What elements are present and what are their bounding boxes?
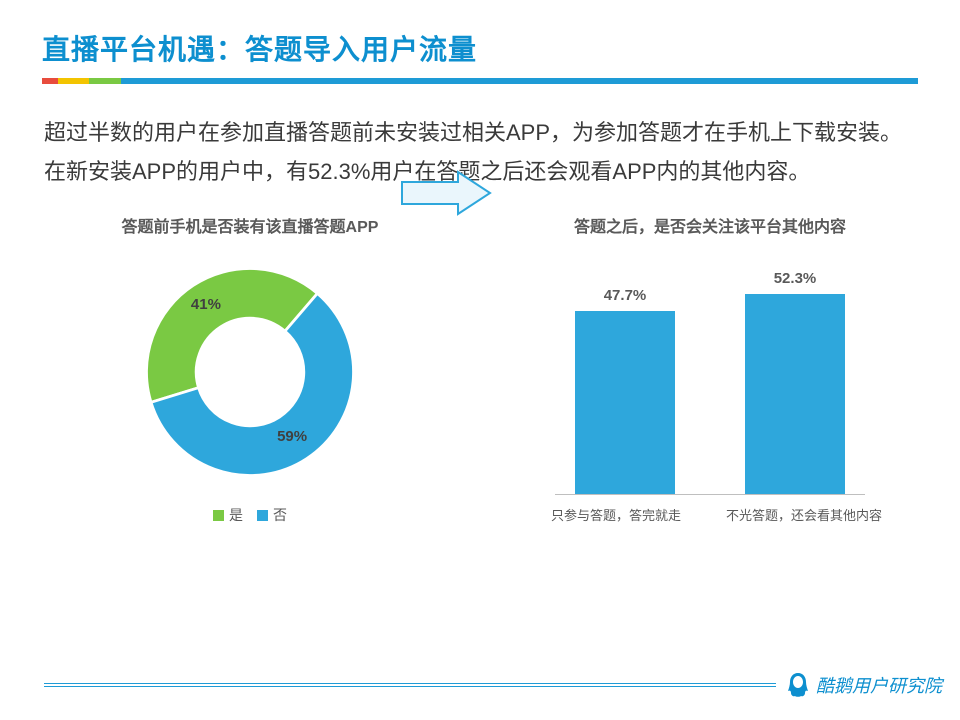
bar	[745, 294, 845, 494]
arrow-icon	[400, 170, 492, 216]
title-underline	[42, 78, 918, 84]
footer: 酷鹅用户研究院	[44, 672, 942, 698]
arrow-path	[402, 172, 490, 214]
header: 直播平台机遇：答题导入用户流量	[0, 0, 960, 92]
bar-value-label: 52.3%	[774, 270, 817, 287]
bar	[575, 311, 675, 494]
donut-title: 答题前手机是否装有该直播答题APP	[122, 213, 379, 237]
bar-group: 52.3%	[745, 294, 845, 494]
bar-labels: 只参与答题，答完就走 不光答题，还会看其他内容	[536, 505, 884, 524]
bar-chart-panel: 答题之后，是否会关注该平台其他内容 47.7% 52.3% 只参与答题，答完就走 不…	[480, 203, 940, 571]
legend-item: 是	[213, 505, 243, 525]
bar-category-label: 只参与答题，答完就走	[536, 505, 696, 524]
bar-group: 47.7%	[575, 311, 675, 494]
legend-swatch	[257, 510, 268, 521]
bar-category-label: 不光答题，还会看其他内容	[724, 505, 884, 524]
donut-chart: 41% 59%	[135, 257, 365, 487]
footer-line	[44, 683, 776, 687]
donut-chart-panel: 答题前手机是否装有该直播答题APP 41%59% 是否	[20, 203, 480, 571]
donut-slice-label: 41%	[191, 296, 221, 313]
page-title: 直播平台机遇：答题导入用户流量	[42, 28, 918, 68]
legend-item: 否	[257, 505, 287, 525]
donut-svg	[135, 257, 365, 487]
penguin-icon	[786, 672, 810, 698]
footer-logo: 酷鹅用户研究院	[786, 672, 942, 698]
charts-container: 答题前手机是否装有该直播答题APP 41%59% 是否 答题之后，是否会关注该平…	[0, 191, 960, 571]
donut-slice-label: 59%	[277, 428, 307, 445]
legend-label: 是	[229, 505, 243, 525]
donut-legend: 是否	[213, 505, 287, 525]
bar-chart: 47.7% 52.3%	[555, 255, 865, 495]
legend-swatch	[213, 510, 224, 521]
legend-label: 否	[273, 505, 287, 525]
bar-value-label: 47.7%	[604, 287, 647, 304]
footer-text: 酷鹅用户研究院	[816, 672, 942, 698]
bar-title: 答题之后，是否会关注该平台其他内容	[574, 213, 846, 237]
